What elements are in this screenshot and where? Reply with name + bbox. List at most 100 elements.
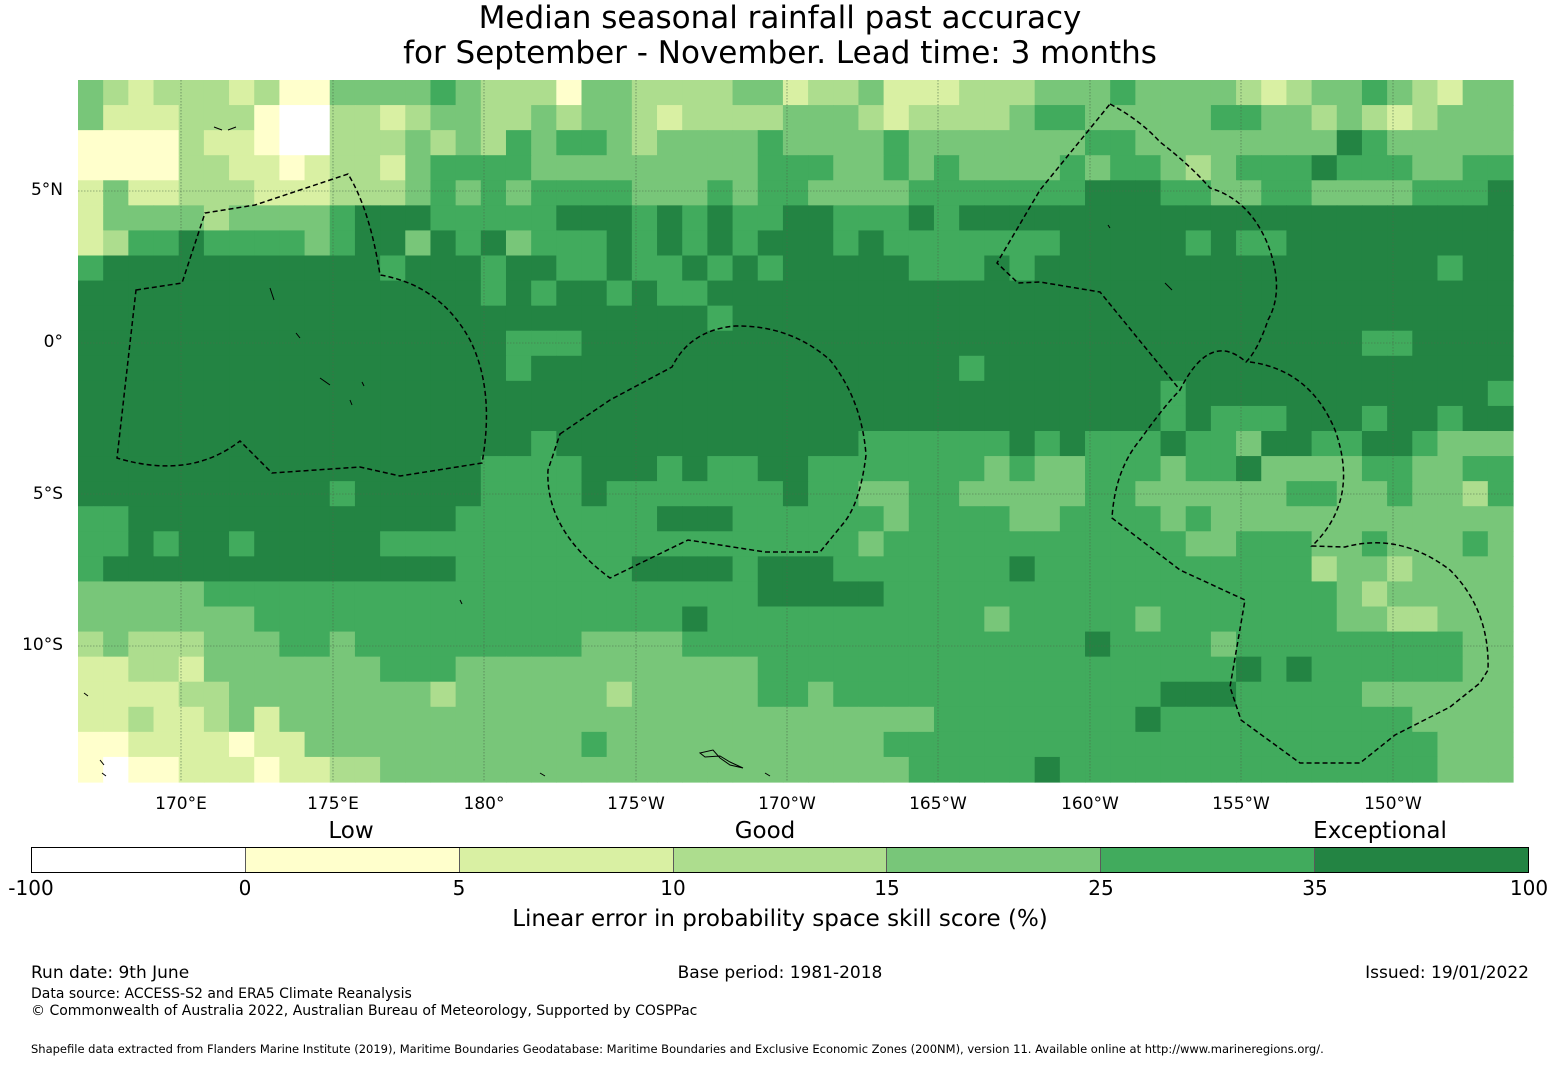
grid-cell xyxy=(103,80,129,106)
grid-cell xyxy=(1487,731,1514,758)
grid-cell xyxy=(959,631,985,658)
grid-cell xyxy=(405,255,432,282)
grid-cell xyxy=(1412,305,1439,332)
grid-cell xyxy=(1462,531,1489,557)
grid-cell xyxy=(581,656,608,683)
grid-cell xyxy=(128,305,155,332)
grid-cell xyxy=(1009,581,1036,608)
grid-cell xyxy=(405,80,432,106)
grid-cell xyxy=(657,631,683,658)
grid-cell xyxy=(329,130,356,156)
grid-cell xyxy=(1009,80,1036,106)
grid-cell xyxy=(103,631,129,658)
grid-cell xyxy=(808,606,834,633)
grid-cell xyxy=(78,631,104,658)
grid-cell xyxy=(480,631,507,658)
grid-cell xyxy=(757,681,784,708)
grid-cell xyxy=(254,280,281,307)
grid-cell xyxy=(606,456,633,482)
grid-cell xyxy=(480,105,507,131)
grid-cell xyxy=(254,355,281,382)
grid-cell xyxy=(883,305,910,332)
grid-cell xyxy=(1135,355,1162,382)
grid-cell xyxy=(1412,456,1439,482)
grid-cell xyxy=(279,230,306,257)
grid-cell xyxy=(531,556,557,583)
grid-cell xyxy=(1412,105,1439,131)
grid-cell xyxy=(229,280,255,307)
grid-cell xyxy=(103,330,129,357)
grid-cell xyxy=(153,230,180,257)
grid-cell xyxy=(1387,330,1413,357)
skill-grid xyxy=(78,80,1514,783)
colorbar-tick: 15 xyxy=(874,876,900,900)
grid-cell xyxy=(959,330,985,357)
grid-cell xyxy=(405,531,432,557)
grid-cell xyxy=(455,681,482,708)
grid-cell xyxy=(354,731,381,758)
grid-cell xyxy=(1361,80,1388,106)
grid-cell xyxy=(606,731,633,758)
grid-cell xyxy=(959,230,985,257)
colorbar-tick: 0 xyxy=(238,876,252,900)
grid-cell xyxy=(556,205,583,232)
grid-cell xyxy=(581,205,608,232)
grid-cell xyxy=(178,405,205,432)
grid-cell xyxy=(808,431,834,457)
grid-cell xyxy=(808,681,834,708)
grid-cell xyxy=(103,556,129,583)
grid-cell xyxy=(1236,305,1262,332)
grid-cell xyxy=(959,681,985,708)
grid-cell xyxy=(782,105,809,131)
grid-cell xyxy=(1412,280,1439,307)
grid-cell xyxy=(1487,230,1514,257)
grid-cell xyxy=(631,255,658,282)
grid-cell xyxy=(1286,105,1313,131)
grid-cell xyxy=(354,506,381,532)
grid-cell xyxy=(1261,606,1288,633)
grid-cell xyxy=(480,80,507,106)
grid-cell xyxy=(505,130,532,156)
grid-cell xyxy=(405,280,432,307)
grid-cell xyxy=(1286,556,1313,583)
grid-cell xyxy=(1236,405,1262,432)
grid-cell xyxy=(1009,706,1036,733)
grid-cell xyxy=(229,205,255,232)
grid-cell xyxy=(1160,431,1187,457)
colorbar xyxy=(31,847,1529,873)
grid-cell xyxy=(581,581,608,608)
grid-cell xyxy=(757,431,784,457)
grid-cell xyxy=(178,230,205,257)
data-source: Data source: ACCESS-S2 and ERA5 Climate … xyxy=(31,986,412,1002)
grid-cell xyxy=(178,255,205,282)
grid-cell xyxy=(203,205,230,232)
grid-cell xyxy=(757,180,784,206)
grid-cell xyxy=(682,205,708,232)
grid-cell xyxy=(707,230,734,257)
grid-cell xyxy=(883,180,910,206)
grid-cell xyxy=(1210,380,1237,407)
grid-cell xyxy=(556,80,583,106)
grid-cell xyxy=(78,255,104,282)
grid-cell xyxy=(531,180,557,206)
grid-cell xyxy=(984,556,1011,583)
grid-cell xyxy=(1412,80,1439,106)
grid-cell xyxy=(606,180,633,206)
grid-cell xyxy=(430,155,457,181)
grid-cell xyxy=(1160,506,1187,532)
grid-cell xyxy=(732,80,759,106)
grid-cell xyxy=(1135,80,1162,106)
grid-cell xyxy=(455,556,482,583)
grid-cell xyxy=(430,230,457,257)
grid-cell xyxy=(1009,681,1036,708)
grid-cell xyxy=(1009,205,1036,232)
grid-cell xyxy=(329,656,356,683)
grid-cell xyxy=(883,631,910,658)
grid-cell xyxy=(279,305,306,332)
grid-cell xyxy=(1437,255,1464,282)
grid-cell xyxy=(78,105,104,131)
grid-cell xyxy=(1261,456,1288,482)
grid-cell xyxy=(279,706,306,733)
grid-cell xyxy=(833,355,860,382)
grid-cell xyxy=(1236,531,1262,557)
